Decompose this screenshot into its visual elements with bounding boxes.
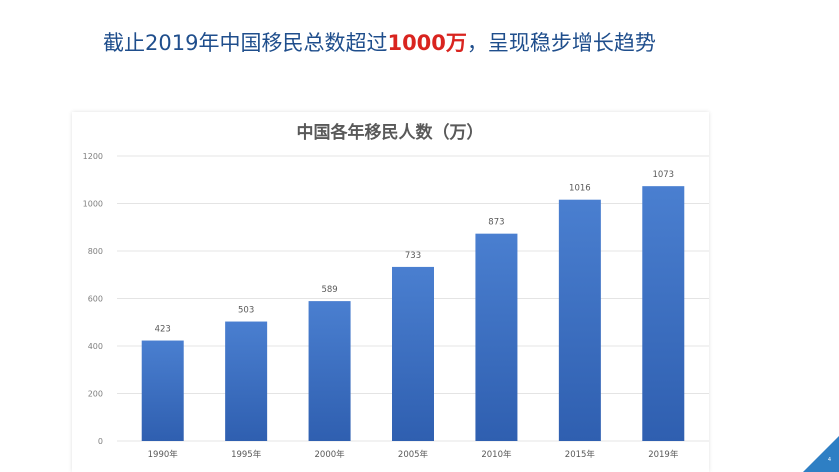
y-tick-label: 400: [88, 342, 103, 351]
bar-value-label: 423: [155, 325, 171, 335]
x-tick-label: 2019年: [648, 449, 679, 460]
bar: [392, 266, 434, 441]
x-tick-label: 2000年: [315, 449, 346, 460]
bar-value-label: 1073: [652, 170, 674, 180]
chart-panel: 中国各年移民人数（万） 0 200 400 600 800 1000 1200 423 1990…: [72, 112, 709, 472]
bar-value-label: 1016: [569, 184, 591, 194]
bar-value-label: 589: [321, 285, 337, 295]
bar: [308, 301, 351, 441]
bar: [642, 186, 685, 441]
y-tick-label: 1000: [83, 200, 103, 209]
x-tick-label: 2010年: [481, 449, 512, 460]
y-tick-label: 0: [98, 437, 103, 446]
x-tick-label: 2005年: [398, 449, 429, 460]
slide-title: 截止2019年中国移民总数超过1000万，呈现稳步增长趋势: [103, 27, 656, 57]
y-tick-label: 200: [88, 390, 103, 399]
y-tick-label: 1200: [83, 152, 103, 161]
title-highlight: 1000万: [387, 31, 467, 55]
bar-value-label: 503: [238, 306, 254, 316]
x-tick-label: 2015年: [565, 449, 596, 460]
bar-value-label: 873: [488, 218, 504, 228]
bar-value-label: 733: [405, 251, 421, 261]
title-text-end: ，呈现稳步增长趋势: [466, 31, 656, 55]
x-tick-label: 1995年: [231, 449, 262, 460]
bar: [141, 340, 184, 441]
page-number: 4: [827, 457, 831, 463]
chart-title: 中国各年移民人数（万）: [297, 122, 484, 143]
bar: [225, 321, 268, 441]
x-tick-label: 1990年: [148, 449, 179, 460]
bar: [558, 199, 601, 441]
bar: [475, 233, 518, 441]
slide-corner-decoration: [803, 436, 839, 472]
title-text-start: 截止2019年中国移民总数超过: [103, 31, 388, 55]
y-tick-label: 800: [88, 247, 103, 256]
bar-chart: 中国各年移民人数（万） 0 200 400 600 800 1000 1200 423 1990…: [83, 122, 709, 460]
y-tick-label: 600: [88, 295, 103, 304]
